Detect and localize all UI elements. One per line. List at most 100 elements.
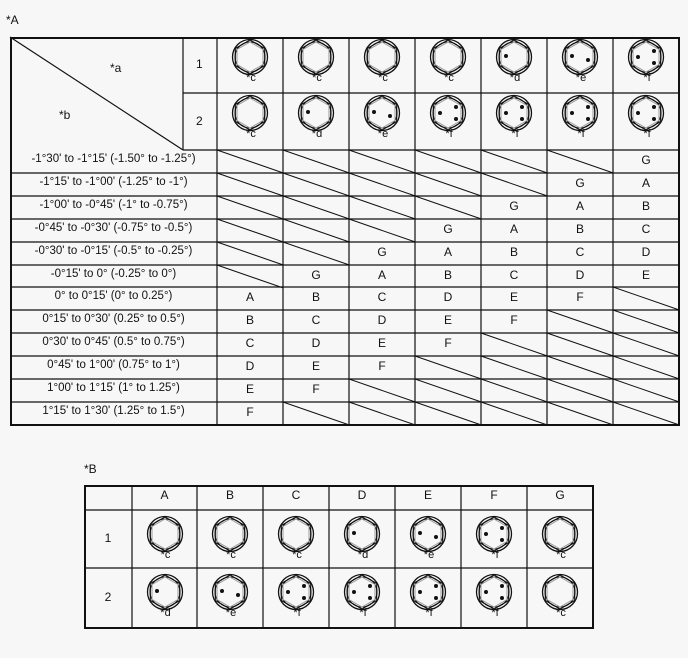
bolt-combination-letter: G <box>641 153 651 167</box>
not-applicable-slash <box>612 401 680 426</box>
icon-label: *d <box>311 128 323 140</box>
column-header: B <box>225 488 234 502</box>
row-number: 1 <box>104 531 112 545</box>
column-divider <box>414 37 416 425</box>
bolt-combination-letter: F <box>312 382 320 396</box>
hex-bolt-icon <box>495 38 533 76</box>
column-header: E <box>423 488 432 502</box>
row-divider <box>10 355 679 357</box>
column-divider <box>612 37 614 425</box>
row-number: 2 <box>104 590 112 604</box>
bolt-combination-letter: A <box>245 290 254 305</box>
bolt-combination-letter: E <box>509 290 518 305</box>
icon-label: *e <box>575 72 587 84</box>
hex-bolt-icon <box>475 515 513 553</box>
hex-bolt-icon <box>429 38 467 76</box>
angle-range-label: -1°00' to -0°45' (-1° to -0.75°) <box>39 198 188 211</box>
bolt-combination-letter: A <box>377 267 386 282</box>
not-applicable-slash <box>216 264 284 288</box>
angle-range-label: 0°45' to 1°00' (0.75° to 1°) <box>47 359 180 372</box>
hex-bolt-icon <box>409 515 447 553</box>
icon-label: *c <box>556 549 566 561</box>
icon-label: *d <box>509 72 521 84</box>
not-applicable-slash <box>282 218 350 243</box>
not-applicable-slash <box>546 378 614 403</box>
not-applicable-slash <box>216 172 284 197</box>
hex-bolt-icon <box>277 573 315 611</box>
corner-label-b: *b <box>59 108 71 122</box>
column-divider <box>348 37 350 425</box>
hex-bolt-icon <box>495 94 533 132</box>
icon-label: *d <box>160 607 171 619</box>
hex-bolt-icon <box>146 573 183 611</box>
not-applicable-slash <box>282 195 350 220</box>
icon-label: *c <box>160 549 171 561</box>
icon-label: *f <box>643 72 651 84</box>
bolt-combination-letter: E <box>245 382 254 396</box>
hex-bolt-icon <box>277 515 315 553</box>
not-applicable-slash <box>612 378 680 403</box>
not-applicable-slash <box>414 172 482 197</box>
not-applicable-slash <box>414 401 482 426</box>
row-divider <box>10 401 679 403</box>
icon-label: *c <box>444 72 454 84</box>
not-applicable-slash <box>216 218 284 243</box>
not-applicable-slash <box>348 218 416 243</box>
hex-bolt-icon <box>363 94 401 132</box>
not-applicable-slash <box>480 149 548 174</box>
bolt-combination-letter: B <box>641 198 650 213</box>
hex-bolt-icon <box>231 38 269 76</box>
column-divider <box>460 485 462 628</box>
bolt-combination-letter: B <box>245 313 254 328</box>
bolt-combination-letter: G <box>443 221 453 236</box>
icon-label: *f <box>425 607 433 619</box>
hex-bolt-icon <box>627 94 665 132</box>
angle-range-label: 0° to 0°15' (0° to 0.25°) <box>54 290 173 303</box>
hex-bolt-icon <box>475 573 513 611</box>
bolt-combination-letter: F <box>444 336 452 351</box>
icon-label: *c <box>226 549 236 561</box>
not-applicable-slash <box>480 378 548 403</box>
bolt-combination-letter: D <box>575 267 585 282</box>
corner-diagonal <box>9 36 184 151</box>
not-applicable-slash <box>414 149 482 174</box>
section-a-title: *A <box>6 13 19 27</box>
not-applicable-slash <box>348 149 416 174</box>
bolt-combination-letter: E <box>377 336 386 351</box>
bolt-combination-letter: A <box>509 221 518 236</box>
column-divider <box>196 485 198 628</box>
row-divider <box>10 172 679 174</box>
bolt-combination-letter: A <box>443 244 452 259</box>
row-divider <box>10 378 679 380</box>
hex-bolt-icon <box>429 94 467 132</box>
icon-label: *c <box>246 128 256 140</box>
column-divider <box>131 485 133 628</box>
row-divider <box>10 240 679 243</box>
not-applicable-slash <box>546 149 614 174</box>
bolt-combination-letter: A <box>641 175 650 190</box>
icon-label: *f <box>491 549 499 561</box>
bolt-combination-letter: F <box>510 313 518 328</box>
not-applicable-slash <box>414 195 482 220</box>
divider <box>216 37 218 425</box>
hex-bolt-icon <box>561 38 599 76</box>
not-applicable-slash <box>546 309 614 334</box>
icon-label: *f <box>577 128 585 140</box>
bolt-combination-letter: C <box>509 267 519 282</box>
icon-label: *d <box>357 549 369 561</box>
angle-range-label: 1°15' to 1°30' (1.25° to 1.5°) <box>42 404 185 417</box>
hex-bolt-icon <box>561 94 599 132</box>
not-applicable-slash <box>216 195 284 220</box>
not-applicable-slash <box>546 332 614 357</box>
icon-label: *e <box>377 128 389 140</box>
bolt-combination-letter: D <box>245 359 255 374</box>
hex-bolt-icon <box>297 94 335 132</box>
icon-label: *f <box>511 128 519 140</box>
header-row-number: 1 <box>196 57 203 71</box>
row-divider <box>84 509 593 511</box>
bolt-combination-letter: D <box>311 336 321 351</box>
bolt-combination-letter: B <box>575 221 584 236</box>
bolt-combination-letter: D <box>443 290 453 305</box>
not-applicable-slash <box>480 401 548 426</box>
icon-label: *f <box>445 128 453 140</box>
